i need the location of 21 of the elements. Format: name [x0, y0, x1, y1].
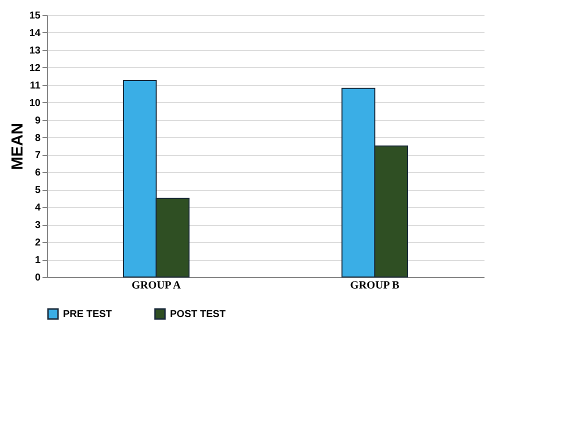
- legend-label: PRE TEST: [63, 309, 112, 320]
- y-tick-label: 11: [30, 80, 41, 92]
- x-tick-label: GROUP A: [132, 280, 181, 292]
- y-tick-label: 15: [29, 10, 41, 22]
- y-tick-label: 5: [34, 185, 41, 196]
- y-tick-label: 10: [29, 98, 41, 109]
- y-tick-label: 1: [34, 255, 41, 266]
- y-tick-label: 2: [34, 238, 41, 249]
- y-tick-label: 9: [34, 115, 41, 126]
- y-tick-label: 13: [29, 45, 41, 56]
- y-tick-label: 7: [34, 150, 41, 162]
- y-tick-label: 3: [34, 220, 41, 232]
- y-axis-title: MEAN: [9, 122, 26, 170]
- y-tick-label: 12: [29, 62, 41, 74]
- legend-label: POST TEST: [170, 309, 226, 320]
- x-tick-label: GROUP B: [350, 280, 400, 292]
- y-tick-label: 4: [34, 202, 41, 214]
- y-tick-label: 0: [34, 272, 41, 284]
- y-tick-label: 8: [34, 132, 41, 144]
- y-tick-label: 14: [29, 28, 41, 39]
- y-tick-label: 6: [34, 168, 41, 179]
